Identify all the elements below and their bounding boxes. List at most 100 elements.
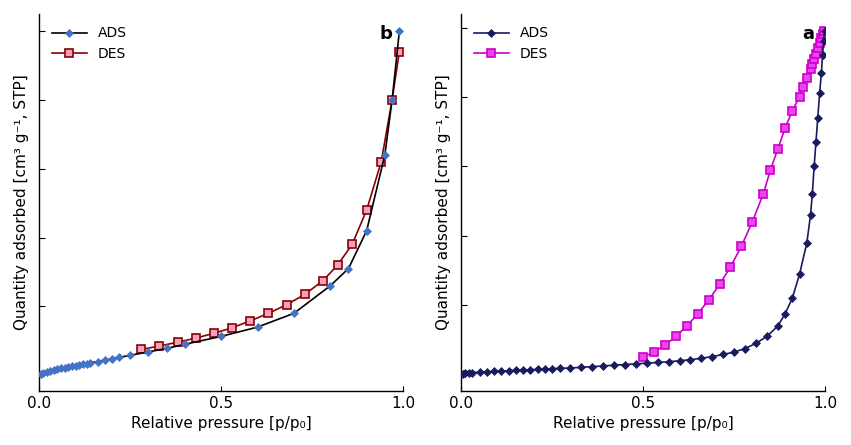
DES (808, 61, 818, 67)
ADS (576, 364, 586, 370)
DES (809, 56, 820, 61)
ADS (253, 324, 263, 330)
DES (715, 282, 725, 287)
DES (387, 97, 397, 102)
ADS (37, 370, 48, 376)
DES (347, 242, 357, 247)
ADS (380, 152, 390, 158)
ADS (533, 367, 543, 372)
ADS (496, 368, 506, 374)
ADS (696, 356, 706, 361)
ADS (802, 240, 812, 245)
ADS (85, 360, 95, 365)
DES (747, 219, 757, 225)
ADS (540, 366, 550, 372)
ADS (813, 115, 823, 121)
DES (816, 35, 826, 40)
ADS (93, 359, 103, 364)
ADS (482, 369, 492, 375)
DES (773, 146, 783, 152)
ADS (216, 334, 226, 339)
DES (263, 311, 273, 316)
ADS (780, 311, 790, 316)
ADS (63, 364, 73, 370)
ADS (816, 70, 826, 75)
ADS (707, 354, 717, 359)
ADS (325, 283, 335, 288)
Text: b: b (380, 25, 392, 43)
ADS (814, 91, 825, 96)
ADS (394, 28, 404, 34)
DES (318, 278, 328, 283)
Y-axis label: Quantity adsorbed [cm³ g⁻¹, STP]: Quantity adsorbed [cm³ g⁻¹, STP] (14, 74, 29, 330)
ADS (460, 371, 470, 376)
ADS (795, 271, 805, 277)
ADS (787, 295, 797, 301)
DES (208, 331, 219, 336)
DES (649, 349, 660, 355)
ADS (467, 370, 477, 375)
ADS (458, 371, 468, 376)
DES (245, 318, 255, 324)
DES (136, 347, 146, 352)
ADS (464, 370, 474, 376)
Line: ADS: ADS (38, 28, 403, 376)
ADS (45, 368, 55, 373)
ADS (100, 357, 110, 363)
ADS (547, 366, 557, 372)
DES (736, 243, 746, 249)
ADS (518, 368, 528, 373)
DES (787, 108, 797, 113)
DES (394, 49, 404, 54)
ADS (77, 362, 88, 367)
ADS (288, 311, 299, 316)
DES (173, 340, 183, 345)
DES (660, 343, 670, 348)
X-axis label: Relative pressure [p/p₀]: Relative pressure [p/p₀] (553, 416, 734, 431)
DES (282, 302, 292, 307)
DES (813, 46, 823, 51)
ADS (609, 363, 620, 368)
Text: a: a (802, 25, 814, 43)
DES (638, 355, 648, 360)
ADS (53, 366, 63, 372)
DES (671, 334, 681, 339)
ADS (343, 266, 353, 271)
ADS (809, 164, 820, 169)
Line: ADS: ADS (460, 28, 828, 376)
DES (758, 191, 768, 197)
ADS (620, 362, 630, 367)
ADS (811, 139, 821, 145)
DES (805, 66, 815, 72)
ADS (631, 361, 641, 367)
DES (802, 75, 812, 81)
ADS (525, 367, 535, 372)
DES (811, 51, 821, 56)
ADS (71, 363, 81, 368)
ADS (67, 364, 77, 369)
ADS (819, 39, 829, 44)
DES (227, 325, 237, 331)
ADS (805, 212, 815, 218)
DES (725, 264, 735, 270)
DES (191, 336, 201, 341)
Line: DES: DES (137, 48, 403, 354)
ADS (729, 349, 740, 355)
ADS (762, 334, 772, 339)
ADS (387, 97, 397, 102)
DES (682, 324, 692, 329)
ADS (820, 28, 830, 34)
ADS (740, 346, 750, 351)
ADS (49, 367, 59, 372)
ADS (36, 371, 46, 376)
DES (780, 125, 790, 131)
ADS (664, 359, 674, 364)
ADS (642, 360, 652, 366)
ADS (751, 341, 761, 346)
DES (819, 28, 829, 34)
DES (765, 167, 775, 173)
ADS (808, 191, 818, 197)
Y-axis label: Quantity adsorbed [cm³ g⁻¹, STP]: Quantity adsorbed [cm³ g⁻¹, STP] (436, 74, 451, 330)
ADS (511, 368, 521, 373)
DES (818, 32, 828, 37)
